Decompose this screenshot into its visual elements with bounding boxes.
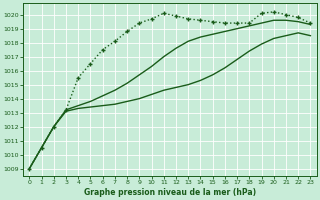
X-axis label: Graphe pression niveau de la mer (hPa): Graphe pression niveau de la mer (hPa) (84, 188, 256, 197)
